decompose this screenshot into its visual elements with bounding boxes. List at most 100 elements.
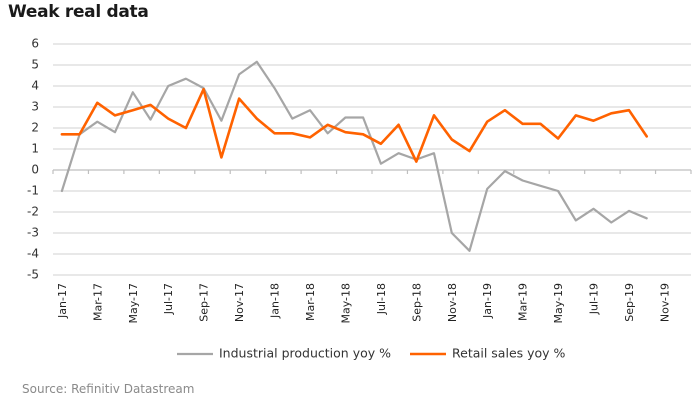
x-tick-label: May-17	[127, 283, 140, 324]
series-line-retail-sales-yoy	[60, 87, 648, 163]
y-tick-label: 4	[31, 79, 39, 93]
chart-title: Weak real data	[8, 2, 149, 22]
series-lines	[60, 60, 648, 252]
source-note: Source: Refinitiv Datastream	[22, 382, 195, 396]
x-tick-label: Sep-19	[623, 283, 636, 322]
data-point-industrial-production-yoy	[61, 190, 63, 192]
data-point-retail-sales-yoy	[220, 156, 222, 158]
x-tick-label: Mar-18	[304, 283, 317, 321]
data-point-industrial-production-yoy	[451, 232, 453, 234]
data-point-retail-sales-yoy	[433, 114, 435, 116]
data-point-retail-sales-yoy	[273, 132, 275, 134]
data-point-industrial-production-yoy	[521, 179, 523, 181]
data-point-industrial-production-yoy	[220, 120, 222, 122]
y-tick-label: 6	[31, 37, 39, 51]
data-point-industrial-production-yoy	[557, 190, 559, 192]
data-point-retail-sales-yoy	[486, 121, 488, 123]
data-point-retail-sales-yoy	[362, 133, 364, 135]
data-point-industrial-production-yoy	[486, 188, 488, 190]
y-tick-label: -5	[27, 268, 39, 282]
data-point-retail-sales-yoy	[504, 109, 506, 111]
data-point-retail-sales-yoy	[521, 123, 523, 125]
data-point-retail-sales-yoy	[61, 133, 63, 135]
data-point-retail-sales-yoy	[451, 138, 453, 140]
data-point-retail-sales-yoy	[309, 136, 311, 138]
x-tick-label: Sep-17	[198, 283, 211, 322]
x-tick-label: Mar-17	[91, 283, 104, 321]
data-point-industrial-production-yoy	[646, 217, 648, 219]
data-point-industrial-production-yoy	[149, 118, 151, 120]
data-point-retail-sales-yoy	[167, 117, 169, 119]
data-point-industrial-production-yoy	[114, 131, 116, 133]
x-tick-label: Jul-17	[162, 283, 175, 315]
data-point-industrial-production-yoy	[504, 170, 506, 172]
data-point-industrial-production-yoy	[575, 219, 577, 221]
data-point-industrial-production-yoy	[362, 116, 364, 118]
data-point-industrial-production-yoy	[96, 121, 98, 123]
y-tick-label: -4	[27, 247, 39, 261]
data-point-industrial-production-yoy	[397, 152, 399, 154]
data-point-industrial-production-yoy	[273, 87, 275, 89]
x-tick-label: Nov-17	[233, 283, 246, 322]
data-point-industrial-production-yoy	[468, 250, 470, 252]
data-point-retail-sales-yoy	[202, 88, 204, 90]
x-tick-label: May-19	[552, 283, 565, 324]
data-point-retail-sales-yoy	[592, 120, 594, 122]
data-point-retail-sales-yoy	[575, 114, 577, 116]
x-tick-label: Jan-17	[56, 283, 69, 319]
y-tick-label: 0	[31, 163, 39, 177]
data-point-retail-sales-yoy	[415, 160, 417, 162]
y-tick-label: 3	[31, 100, 39, 114]
gridlines	[53, 43, 691, 276]
data-point-retail-sales-yoy	[256, 117, 258, 119]
data-point-industrial-production-yoy	[380, 163, 382, 165]
legend-label-industrial-production: Industrial production yoy %	[219, 346, 391, 361]
data-point-retail-sales-yoy	[132, 109, 134, 111]
data-point-retail-sales-yoy	[114, 114, 116, 116]
data-point-retail-sales-yoy	[78, 133, 80, 135]
data-point-retail-sales-yoy	[380, 143, 382, 145]
legend-label-retail-sales: Retail sales yoy %	[452, 346, 566, 361]
data-point-retail-sales-yoy	[185, 127, 187, 129]
legend: Industrial production yoy % Retail sales…	[177, 346, 566, 361]
y-tick-label: 1	[31, 142, 39, 156]
series-line-industrial-production-yoy	[60, 60, 648, 252]
data-point-retail-sales-yoy	[646, 135, 648, 137]
y-axis-ticks: 6 5 4 3 2 1 0 -1 -2 -3 -4 -5	[27, 37, 39, 282]
y-tick-label: 5	[31, 58, 39, 72]
y-tick-label: -1	[27, 184, 39, 198]
data-point-industrial-production-yoy	[610, 221, 612, 223]
x-tick-label: Nov-18	[446, 283, 459, 322]
data-point-industrial-production-yoy	[238, 73, 240, 75]
y-tick-label: -3	[27, 226, 39, 240]
data-point-industrial-production-yoy	[256, 61, 258, 63]
x-tick-label: Jan-19	[481, 283, 494, 319]
data-point-industrial-production-yoy	[132, 91, 134, 93]
data-point-retail-sales-yoy	[468, 150, 470, 152]
data-point-industrial-production-yoy	[592, 208, 594, 210]
x-tick-label: Jul-19	[588, 283, 601, 315]
data-point-retail-sales-yoy	[327, 124, 329, 126]
data-point-retail-sales-yoy	[557, 137, 559, 139]
data-point-retail-sales-yoy	[397, 124, 399, 126]
data-point-industrial-production-yoy	[628, 210, 630, 212]
x-tick-label: Nov-19	[658, 283, 671, 322]
x-tick-label: Mar-19	[517, 283, 530, 321]
data-point-industrial-production-yoy	[291, 117, 293, 119]
data-point-industrial-production-yoy	[433, 152, 435, 154]
data-point-retail-sales-yoy	[96, 102, 98, 104]
x-tick-label: May-18	[339, 283, 352, 324]
x-tick-label: Jul-18	[375, 283, 388, 315]
data-point-industrial-production-yoy	[344, 116, 346, 118]
data-point-retail-sales-yoy	[344, 131, 346, 133]
data-point-retail-sales-yoy	[238, 97, 240, 99]
data-point-retail-sales-yoy	[610, 112, 612, 114]
y-tick-label: 2	[31, 121, 39, 135]
y-tick-label: -2	[27, 205, 39, 219]
data-point-retail-sales-yoy	[149, 104, 151, 106]
data-point-industrial-production-yoy	[309, 109, 311, 111]
data-point-retail-sales-yoy	[291, 132, 293, 134]
x-axis-ticks: Jan-17 Mar-17 May-17 Jul-17 Sep-17 Nov-17 Jan-…	[52, 170, 692, 324]
data-point-industrial-production-yoy	[185, 78, 187, 80]
